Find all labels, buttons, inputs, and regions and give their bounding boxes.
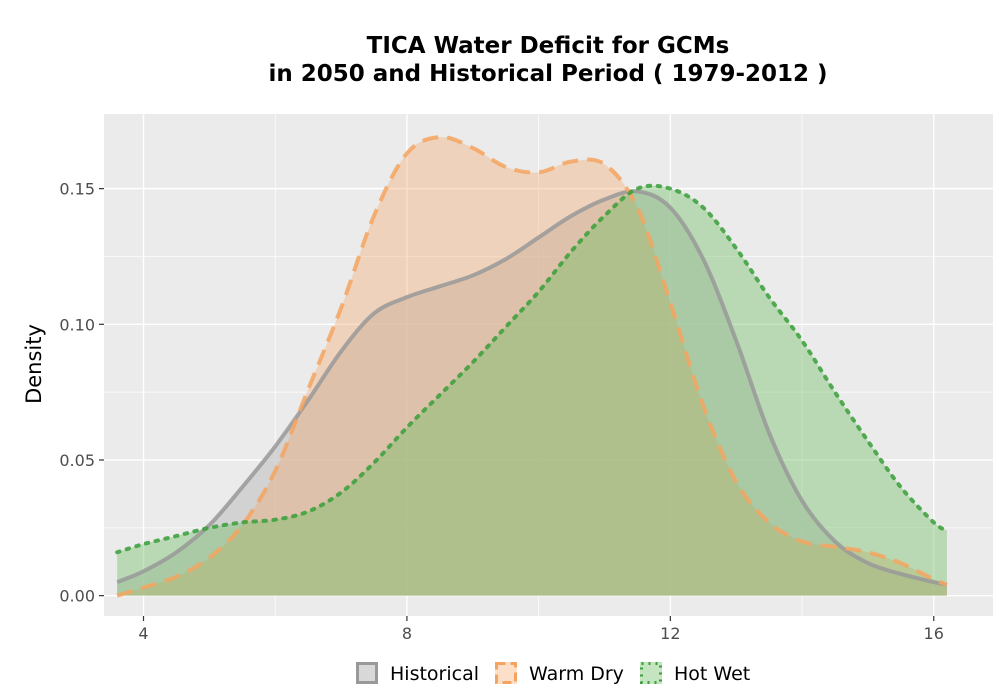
legend-item-hot-wet: Hot Wet <box>640 662 750 685</box>
density-area-historical <box>117 191 947 596</box>
legend-item-historical: Historical <box>356 662 479 685</box>
legend-key-fill <box>640 662 662 684</box>
y-axis-title: Density <box>22 324 46 404</box>
density-line-warm-dry <box>116 135 948 598</box>
y-tick-label: 0.00 <box>59 587 95 606</box>
legend: Historical Warm Dry Hot Wet <box>356 662 750 685</box>
density-area-hot-wet <box>117 185 947 596</box>
legend-label: Historical <box>390 663 479 685</box>
legend-key-fill <box>356 662 378 684</box>
x-tick-label: 8 <box>402 624 412 643</box>
legend-label: Warm Dry <box>529 663 624 685</box>
axes: 4 8 12 16 0.00 0.05 0.10 0.15 <box>59 180 944 643</box>
density-line-hot-wet <box>115 183 949 555</box>
legend-label: Hot Wet <box>674 663 750 685</box>
y-tick-label: 0.15 <box>59 180 95 199</box>
y-tick-label: 0.05 <box>59 451 95 470</box>
legend-item-warm-dry: Warm Dry <box>495 662 624 685</box>
legend-key-outline <box>640 662 662 684</box>
chart-title-line2: in 2050 and Historical Period ( 1979-201… <box>268 61 827 87</box>
x-tick-label: 12 <box>660 624 680 643</box>
density-area-warm-dry <box>117 136 947 596</box>
legend-key-fill <box>495 662 517 684</box>
x-tick-label: 4 <box>138 624 148 643</box>
chart-title-line1: TICA Water Deficit for GCMs <box>367 33 730 59</box>
density-line-historical <box>116 189 948 587</box>
x-tick-label: 16 <box>924 624 944 643</box>
density-series <box>115 135 949 598</box>
legend-key-outline <box>356 662 378 684</box>
legend-key-outline <box>495 662 517 684</box>
y-tick-label: 0.10 <box>59 315 95 334</box>
